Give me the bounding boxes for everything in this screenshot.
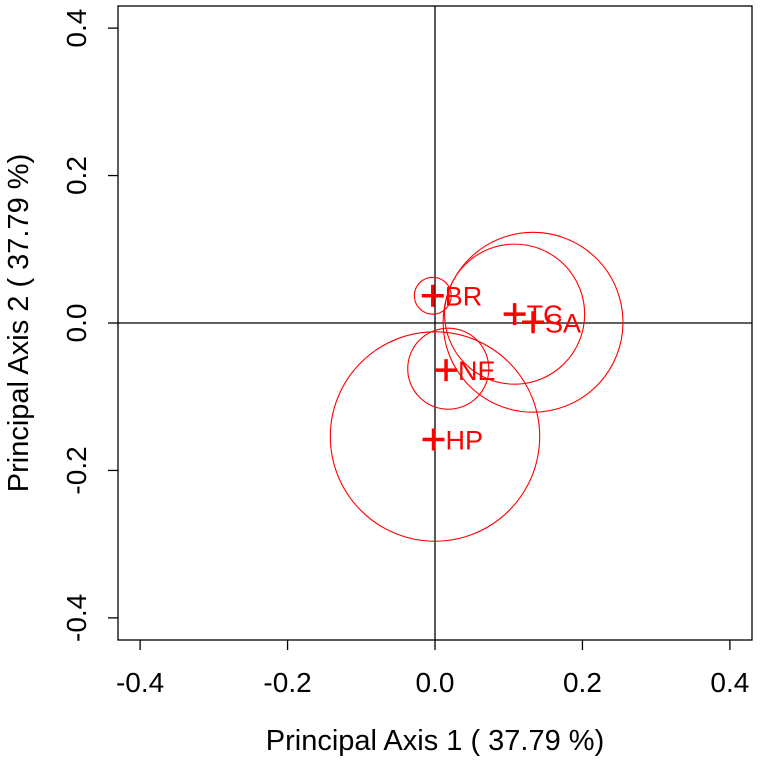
- y-tick-label: 0.4: [61, 9, 92, 48]
- circle-sa: [442, 231, 624, 413]
- x-tick-label: 0.0: [416, 667, 455, 698]
- x-axis-label: Principal Axis 1 ( 37.79 %): [266, 725, 604, 757]
- circle-ne: [407, 327, 490, 410]
- point-ne: NE: [435, 356, 496, 386]
- x-tick-label: 0.4: [710, 667, 749, 698]
- point-br: BR: [421, 282, 483, 312]
- point-hp: HP: [422, 425, 484, 455]
- circle-hp: [329, 331, 541, 542]
- y-tick-label: 0.2: [61, 156, 92, 195]
- plus-marker-icon: [422, 428, 445, 451]
- plus-marker-icon: [503, 303, 526, 326]
- y-tick-label: -0.4: [61, 594, 92, 642]
- point-label: HP: [446, 425, 484, 455]
- point-circles: [329, 231, 624, 542]
- plus-marker-icon: [522, 311, 545, 334]
- axis-ticks: -0.4 -0.2 0.0 0.2 0.4 -0.4 -0.2 0.0 0.2 0.4: [61, 9, 749, 698]
- plus-marker-icon: [435, 359, 458, 382]
- plot-frame: [117, 5, 753, 641]
- plus-marker-icon: [421, 284, 444, 307]
- x-tick-label: 0.2: [563, 667, 602, 698]
- x-tick-label: -0.4: [116, 667, 164, 698]
- point-label: SA: [545, 308, 581, 338]
- point-label: NE: [458, 356, 496, 386]
- x-tick-label: -0.2: [263, 667, 311, 698]
- y-tick-label: -0.2: [61, 446, 92, 494]
- y-tick-label: 0.0: [61, 304, 92, 343]
- y-axis-label: Principal Axis 2 ( 37.79 %): [3, 154, 35, 492]
- point-label: BR: [445, 282, 483, 312]
- circle-br: [413, 276, 452, 315]
- point-sa: SA: [522, 308, 581, 338]
- circle-tc: [444, 243, 586, 385]
